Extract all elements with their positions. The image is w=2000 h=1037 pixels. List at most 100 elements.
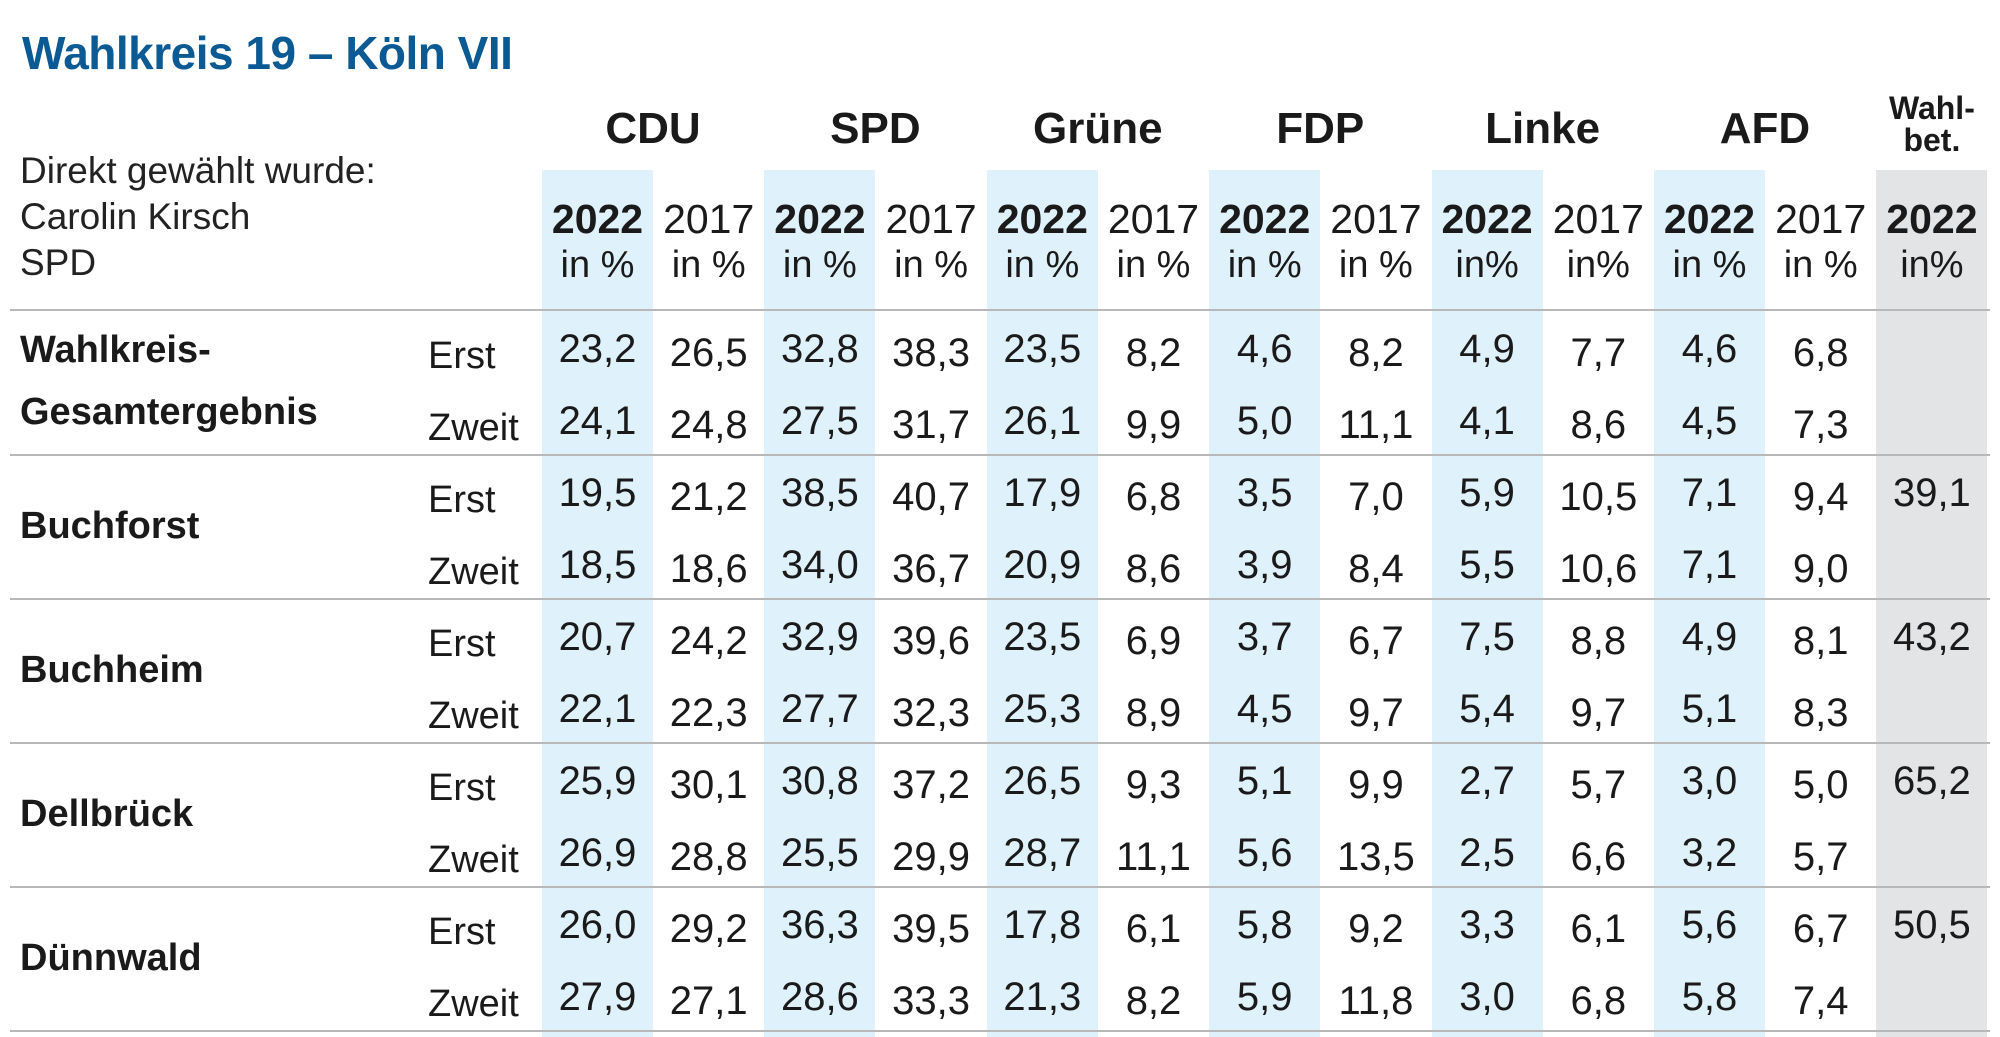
- row-name: Dünnwald: [20, 937, 202, 979]
- table-cell: 9,9: [1125, 403, 1182, 447]
- table-cell: 34,0: [780, 543, 859, 587]
- year-header: 2022: [1886, 196, 1978, 242]
- table-cell: 6,6: [1570, 835, 1627, 879]
- row-name: Dellbrück: [20, 793, 194, 835]
- table-cell: 26,9: [558, 831, 637, 875]
- table-cell: 20,7: [558, 615, 637, 659]
- elected-info: Direkt gewählt wurde: Carolin Kirsch SPD: [20, 148, 376, 286]
- table-cell: 25,5: [780, 831, 859, 875]
- table-cell: 3,5: [1236, 471, 1293, 515]
- table-cell: 4,1: [1459, 399, 1515, 443]
- table-cell: 23,2: [558, 327, 637, 371]
- table-cell: 18,6: [669, 547, 748, 591]
- unit-header: in %: [1227, 244, 1302, 286]
- table-cell: 8,4: [1348, 547, 1404, 591]
- highlight-2022-column-bg: [1209, 170, 1321, 1037]
- table-cell: 6,8: [1570, 979, 1627, 1023]
- table-cell: 9,2: [1348, 907, 1404, 951]
- table-cell: 4,9: [1681, 615, 1738, 659]
- table-cell: 5,5: [1459, 543, 1515, 587]
- table-cell: 23,5: [1003, 327, 1082, 371]
- highlight-2022-column-bg: [542, 170, 653, 1037]
- year-header: 2022: [1219, 196, 1311, 242]
- table-cell: 8,8: [1570, 619, 1627, 663]
- year-header: 2017: [1330, 196, 1422, 242]
- table-cell: 8,1: [1792, 619, 1849, 663]
- table-cell: 9,4: [1792, 475, 1849, 519]
- table-cell: 5,7: [1570, 763, 1627, 807]
- table-cell: 11,1: [1116, 835, 1191, 879]
- table-cell: 29,9: [892, 835, 971, 879]
- unit-header: in%: [1566, 244, 1630, 286]
- table-cell: 9,7: [1348, 691, 1404, 735]
- table-cell: 6,7: [1792, 907, 1849, 951]
- table-cell: 36,7: [892, 547, 971, 591]
- table-cell: 5,7: [1792, 835, 1849, 879]
- table-cell: 22,1: [558, 687, 637, 731]
- row-divider: [10, 1030, 1990, 1032]
- table-cell: 7,4: [1792, 979, 1849, 1023]
- table-cell: 13,5: [1336, 835, 1415, 879]
- table-cell: 5,6: [1681, 903, 1738, 947]
- header-divider: [10, 309, 1990, 311]
- table-cell: 19,5: [558, 471, 637, 515]
- unit-header: in %: [894, 244, 969, 286]
- table-cell: 32,3: [892, 691, 971, 735]
- table-cell: 6,9: [1125, 619, 1182, 663]
- table-cell: 4,6: [1236, 327, 1293, 371]
- table-cell: 26,5: [669, 331, 748, 375]
- table-cell: 21,3: [1003, 975, 1082, 1019]
- table-cell: 21,2: [669, 475, 748, 519]
- table-cell: 5,1: [1681, 687, 1738, 731]
- table-cell: 28,6: [780, 975, 859, 1019]
- table-cell: 3,0: [1681, 759, 1738, 803]
- year-header: 2017: [885, 196, 977, 242]
- table-cell: 20,9: [1003, 543, 1082, 587]
- table-cell: 25,3: [1003, 687, 1082, 731]
- row-divider: [10, 454, 1990, 456]
- table-cell: 6,7: [1348, 619, 1404, 663]
- table-cell: 8,6: [1125, 547, 1182, 591]
- table-cell: 5,6: [1236, 831, 1293, 875]
- page-title: Wahlkreis 19 – Köln VII: [22, 27, 513, 79]
- table-cell: 5,0: [1236, 399, 1293, 443]
- row-divider: [10, 886, 1990, 888]
- elected-party: SPD: [20, 242, 97, 283]
- unit-header: in %: [1338, 244, 1413, 286]
- table-cell: 3,7: [1236, 615, 1293, 659]
- table-cell: 27,9: [558, 975, 637, 1019]
- vote-type-label: Zweit: [428, 839, 519, 881]
- vote-type-label: Erst: [428, 335, 496, 377]
- table-cell: 25,9: [558, 759, 637, 803]
- party-header-cdu: CDU: [605, 104, 701, 153]
- table-cell: 27,5: [780, 399, 859, 443]
- table-cell: 24,8: [669, 403, 748, 447]
- unit-header: in %: [1116, 244, 1191, 286]
- table-cell: 6,8: [1792, 331, 1849, 375]
- table-cell: 3,0: [1459, 975, 1515, 1019]
- vote-type-label: Erst: [428, 767, 496, 809]
- table-cell: 26,5: [1003, 759, 1082, 803]
- table-cell: 8,2: [1348, 331, 1404, 375]
- unit-header: in %: [560, 244, 635, 286]
- year-header: 2017: [663, 196, 755, 242]
- vote-type-label: Zweit: [428, 407, 519, 449]
- table-cell: 4,5: [1236, 687, 1293, 731]
- table-cell: 5,9: [1236, 975, 1293, 1019]
- table-cell: 9,9: [1348, 763, 1404, 807]
- table-cell: 18,5: [558, 543, 637, 587]
- table-cell: 6,1: [1570, 907, 1627, 951]
- year-header: 2022: [774, 196, 866, 242]
- table-cell: 30,8: [780, 759, 859, 803]
- unit-header: in %: [1672, 244, 1747, 286]
- vote-type-label: Erst: [428, 623, 496, 665]
- table-cell: 5,4: [1459, 687, 1515, 731]
- row-divider: [10, 742, 1990, 744]
- unit-header: in %: [1783, 244, 1858, 286]
- year-header: 2022: [996, 196, 1088, 242]
- table-cell: 3,9: [1236, 543, 1293, 587]
- table-cell: 28,8: [669, 835, 748, 879]
- year-header: 2017: [1552, 196, 1644, 242]
- table-cell: 22,3: [669, 691, 748, 735]
- turnout-cell: 50,5: [1892, 903, 1971, 947]
